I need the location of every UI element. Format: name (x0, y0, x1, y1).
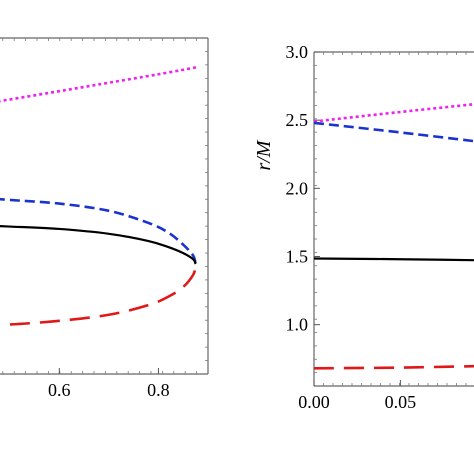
series-line-long-dashed (314, 364, 474, 370)
y-tick-label: 3.0 (286, 42, 309, 62)
series-line-long-dashed (0, 266, 197, 327)
left-panel: 0.6 0.8 (0, 37, 209, 400)
y-tick-label: 2.0 (286, 178, 309, 198)
series-line-dotted (0, 65, 199, 103)
x-tick-label: 0.05 (385, 392, 417, 412)
series-line-dashed (0, 197, 197, 265)
series-line-solid (0, 225, 197, 265)
x-tick-label: 0.00 (298, 392, 330, 412)
series-line-dashed (314, 121, 474, 143)
y-tick-label: 2.5 (286, 110, 309, 130)
y-tick-label: 1.0 (286, 315, 309, 335)
x-tick-label: 0.6 (48, 380, 71, 400)
y-tick-label: 1.5 (286, 246, 309, 266)
y-axis-title: r/M (253, 139, 275, 170)
x-tick-label: 0.8 (147, 380, 170, 400)
series-line-solid (314, 257, 474, 262)
right-panel: 0.00 0.05 1.0 1.5 2.0 2.5 3.0 r/M (253, 42, 474, 412)
series-line-dotted (314, 102, 474, 123)
